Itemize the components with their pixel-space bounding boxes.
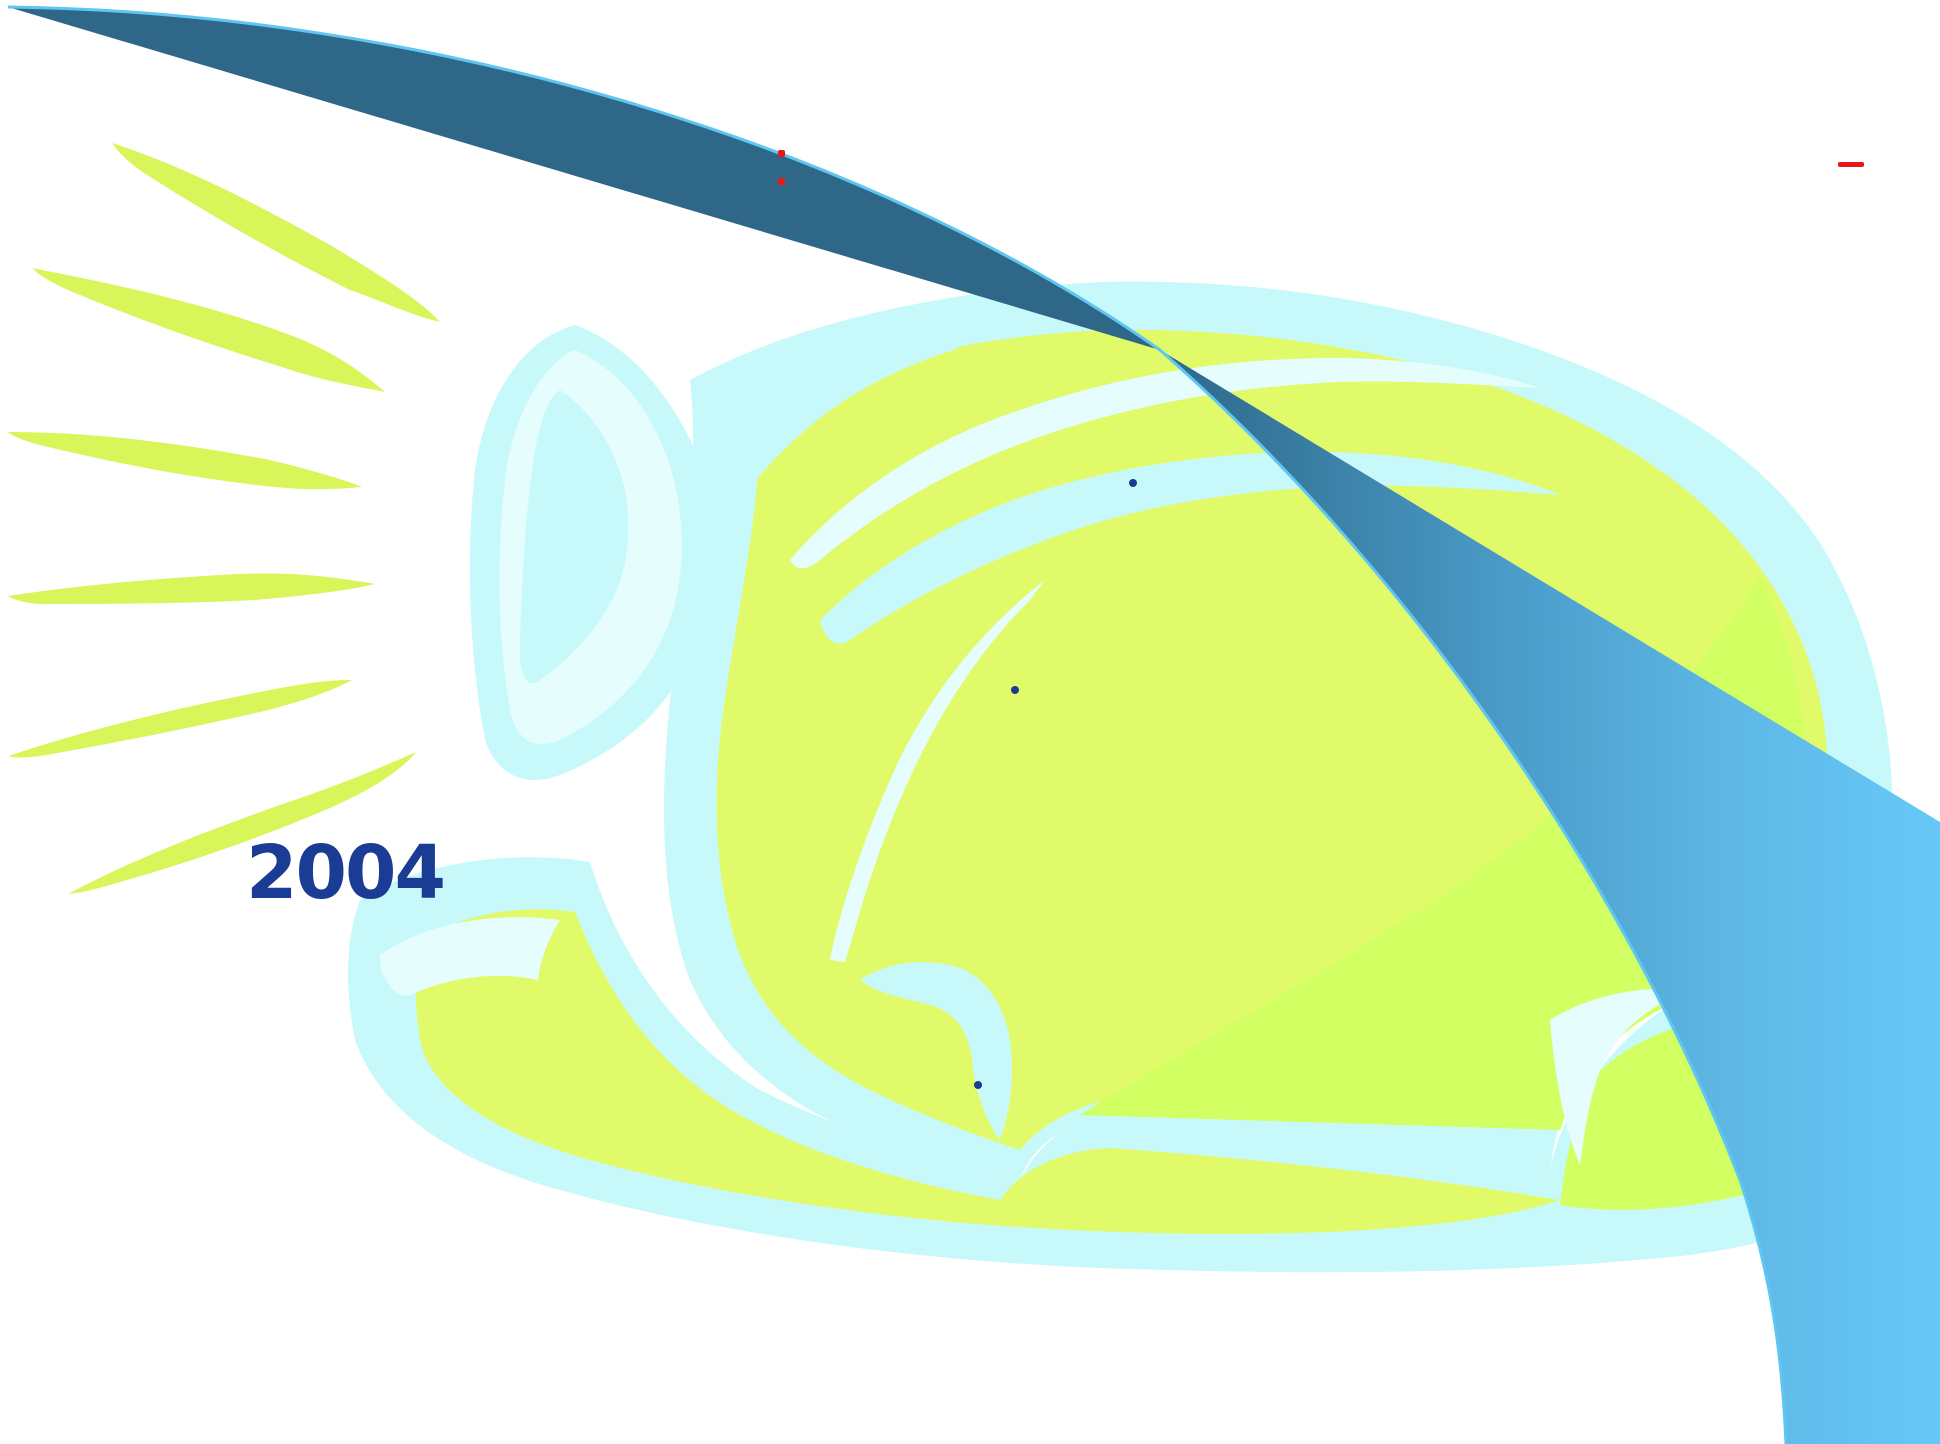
blue-dot-marker xyxy=(974,1081,982,1089)
red-dot-marker xyxy=(778,178,785,185)
red-dot-marker xyxy=(778,150,785,157)
red-dash-marker xyxy=(1838,162,1864,167)
year-label: 2004 xyxy=(246,830,446,916)
blue-swoosh xyxy=(7,5,1940,1444)
blue-dot-marker xyxy=(1129,479,1137,487)
light-rays-icon xyxy=(8,143,440,894)
blue-dot-marker xyxy=(1011,686,1019,694)
